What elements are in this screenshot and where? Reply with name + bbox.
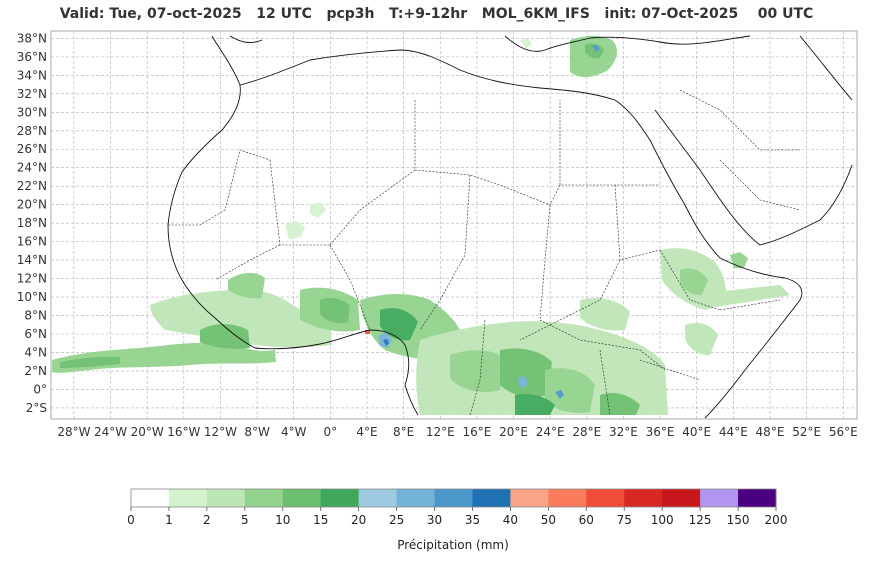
lat-label: 14°N (17, 253, 47, 267)
lat-label: 20°N (17, 198, 47, 212)
colorbar-tick-label: 100 (651, 513, 674, 527)
colorbar-title: Précipitation (mm) (397, 538, 509, 552)
lon-label: 4°W (281, 425, 307, 439)
lat-label: 34°N (17, 68, 47, 82)
colorbar-swatch (434, 489, 473, 507)
lat-label: 30°N (17, 105, 47, 119)
lat-label: 24°N (17, 161, 47, 175)
colorbar-swatch (662, 489, 701, 507)
latitude-labels: 38°N 36°N 34°N 32°N 30°N 28°N 26°N 24°N 22°N 20°N… (17, 31, 47, 415)
lat-label: 4°N (24, 345, 47, 359)
colorbar-swatch (282, 489, 322, 507)
lat-label: 38°N (17, 31, 47, 45)
colorbar-swatch (168, 489, 208, 507)
colorbar-tick-label: 0 (127, 513, 135, 527)
lat-label: 10°N (17, 290, 47, 304)
lat-label: 22°N (17, 179, 47, 193)
colorbar-tick-label: 75 (617, 513, 632, 527)
colorbar-tick-label: 40 (503, 513, 518, 527)
lat-label: 18°N (17, 216, 47, 230)
country-borders (168, 89, 801, 416)
colorbar-swatch (472, 489, 511, 507)
colorbar-swatch (396, 489, 436, 507)
lon-label: 12°W (204, 425, 237, 439)
lon-label: 48°E (756, 425, 785, 439)
colorbar-swatch (206, 489, 246, 507)
lat-label: 0° (33, 382, 47, 396)
lon-label: 12°E (426, 425, 455, 439)
lat-label: 12°N (17, 272, 47, 286)
colorbar-ticks: 0 1 2 5 10 15 20 25 30 35 40 50 60 75 100 125 150 200 (127, 507, 787, 527)
colorbar-tick-label: 35 (465, 513, 480, 527)
map-frame (50, 30, 858, 420)
colorbar-tick-label: 200 (765, 513, 788, 527)
colorbar-tick-label: 60 (579, 513, 594, 527)
lon-label: 16°E (462, 425, 491, 439)
colorbar-tick-label: 10 (275, 513, 290, 527)
lon-label: 52°E (792, 425, 821, 439)
longitude-labels: 28°W 24°W 20°W 16°W 12°W 8°W 4°W 0° 4°E 8°E 12°E 16… (57, 425, 857, 439)
lon-label: 28°E (572, 425, 601, 439)
colorbar-tick-label: 15 (313, 513, 328, 527)
lat-label: 2°N (24, 364, 47, 378)
colorbar-tick-label: 50 (541, 513, 556, 527)
lon-label: 32°E (609, 425, 638, 439)
colorbar-swatch (548, 489, 587, 507)
colorbar-tick-label: 1 (165, 513, 173, 527)
lon-label: 56°E (829, 425, 858, 439)
coastlines (167, 35, 853, 419)
lat-label: 28°N (17, 124, 47, 138)
colorbar-swatch (131, 489, 170, 507)
lon-label: 16°W (167, 425, 200, 439)
lon-label: 20°W (131, 425, 164, 439)
lon-label: 28°W (57, 425, 90, 439)
lat-label: 26°N (17, 142, 47, 156)
lat-label: 16°N (17, 235, 47, 249)
colorbar-swatch (586, 489, 625, 507)
lat-label: 8°N (24, 309, 47, 323)
colorbar-swatch (738, 489, 777, 507)
colorbar-swatch (624, 489, 663, 507)
lat-label: 32°N (17, 87, 47, 101)
colorbar-swatch (358, 489, 398, 507)
colorbar-tick-label: 25 (389, 513, 404, 527)
lon-label: 36°E (646, 425, 675, 439)
colorbar-swatch (244, 489, 284, 507)
lon-label: 0° (324, 425, 338, 439)
lon-label: 40°E (682, 425, 711, 439)
colorbar (131, 489, 777, 507)
colorbar-swatch (700, 489, 739, 507)
map-content (52, 35, 853, 419)
precip-field (52, 35, 790, 415)
lon-label: 4°E (356, 425, 377, 439)
colorbar-swatch (320, 489, 360, 507)
lat-label: 36°N (17, 50, 47, 64)
lon-label: 24°W (94, 425, 127, 439)
lon-label: 44°E (719, 425, 748, 439)
colorbar-frame (130, 488, 777, 508)
map-title: Valid: Tue, 07-oct-2025 12 UTC pcp3h T:+… (59, 6, 814, 22)
lon-label: 20°E (499, 425, 528, 439)
colorbar-tick-label: 20 (351, 513, 366, 527)
lat-label: 6°N (24, 327, 47, 341)
colorbar-tick-label: 5 (241, 513, 249, 527)
colorbar-tick-label: 2 (203, 513, 211, 527)
colorbar-swatch (510, 489, 549, 507)
lon-label: 8°W (244, 425, 270, 439)
colorbar-tick-label: 30 (427, 513, 442, 527)
lon-label: 8°E (393, 425, 414, 439)
lon-label: 24°E (536, 425, 565, 439)
colorbar-tick-label: 125 (689, 513, 712, 527)
colorbar-tick-label: 150 (727, 513, 750, 527)
lat-label: 2°S (26, 401, 47, 415)
